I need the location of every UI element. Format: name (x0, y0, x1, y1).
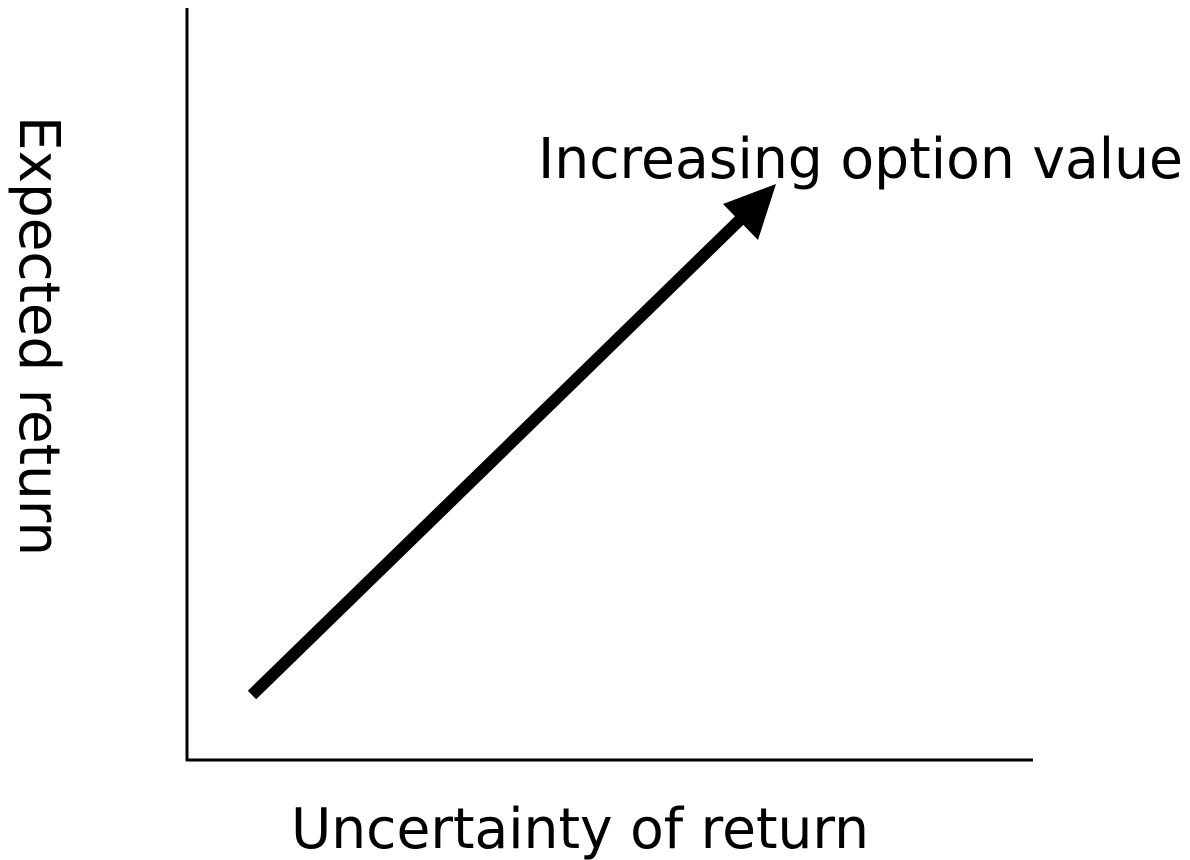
arrow-shaft (247, 205, 755, 700)
y-axis-label: Expected return (6, 116, 71, 556)
x-axis-label: Uncertainty of return (291, 797, 869, 860)
arrow-head (723, 184, 776, 240)
annotation: Increasing option value (538, 127, 1183, 192)
